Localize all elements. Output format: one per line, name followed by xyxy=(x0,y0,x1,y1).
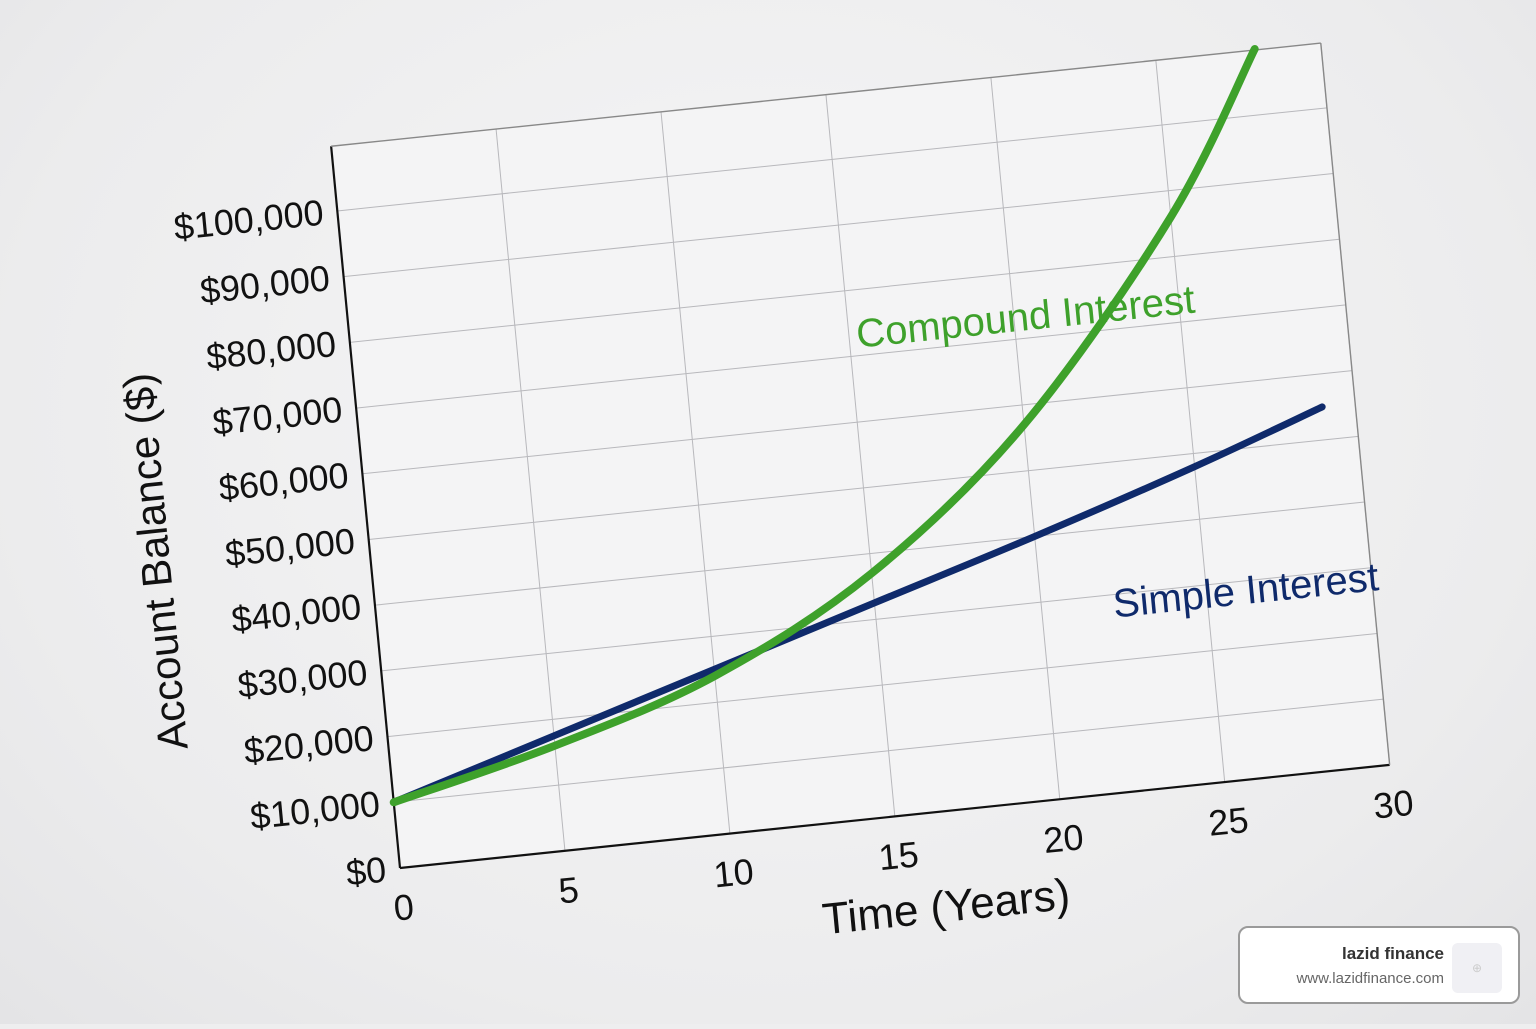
x-tick-label: 15 xyxy=(877,833,921,878)
x-tick-label: 0 xyxy=(392,886,416,929)
watermark-badge[interactable]: lazid finance www.lazidfinance.com ⊕ xyxy=(1238,926,1520,1004)
y-tick-label: $90,000 xyxy=(198,257,331,311)
compound-interest-line xyxy=(389,44,1259,807)
x-axis-title: Time (Years) xyxy=(820,870,1072,945)
y-tick-label: $100,000 xyxy=(172,192,325,248)
x-tick-label: 20 xyxy=(1042,816,1086,861)
brand-logo-icon: ⊕ xyxy=(1452,943,1502,993)
y-tick-label: $10,000 xyxy=(248,783,381,837)
y-tick-label: $30,000 xyxy=(236,651,369,705)
brand-url[interactable]: www.lazidfinance.com xyxy=(1296,970,1444,987)
y-tick-label: $20,000 xyxy=(242,717,375,771)
y-tick-label: $60,000 xyxy=(217,454,350,508)
x-axis xyxy=(399,763,1390,870)
x-tick-labels: 0 5 10 15 20 25 30 xyxy=(392,782,1415,929)
y-axis xyxy=(330,146,402,869)
y-tick-label: $40,000 xyxy=(230,586,363,640)
x-tick-label: 25 xyxy=(1207,799,1251,844)
plot-top-border xyxy=(331,42,1321,147)
x-tick-label: 5 xyxy=(557,869,581,912)
simple-interest-line xyxy=(390,403,1326,806)
y-tick-label: $80,000 xyxy=(204,323,337,377)
y-tick-label: $70,000 xyxy=(211,389,344,443)
y-axis-title: Account Balance ($) xyxy=(114,371,197,752)
y-tick-label: $50,000 xyxy=(223,520,356,574)
x-tick-label: 10 xyxy=(712,850,756,895)
x-tick-label: 30 xyxy=(1372,782,1416,827)
plot-right-border xyxy=(1320,43,1391,765)
y-tick-label: $0 xyxy=(344,849,388,894)
brand-name: lazid finance xyxy=(1341,944,1444,963)
